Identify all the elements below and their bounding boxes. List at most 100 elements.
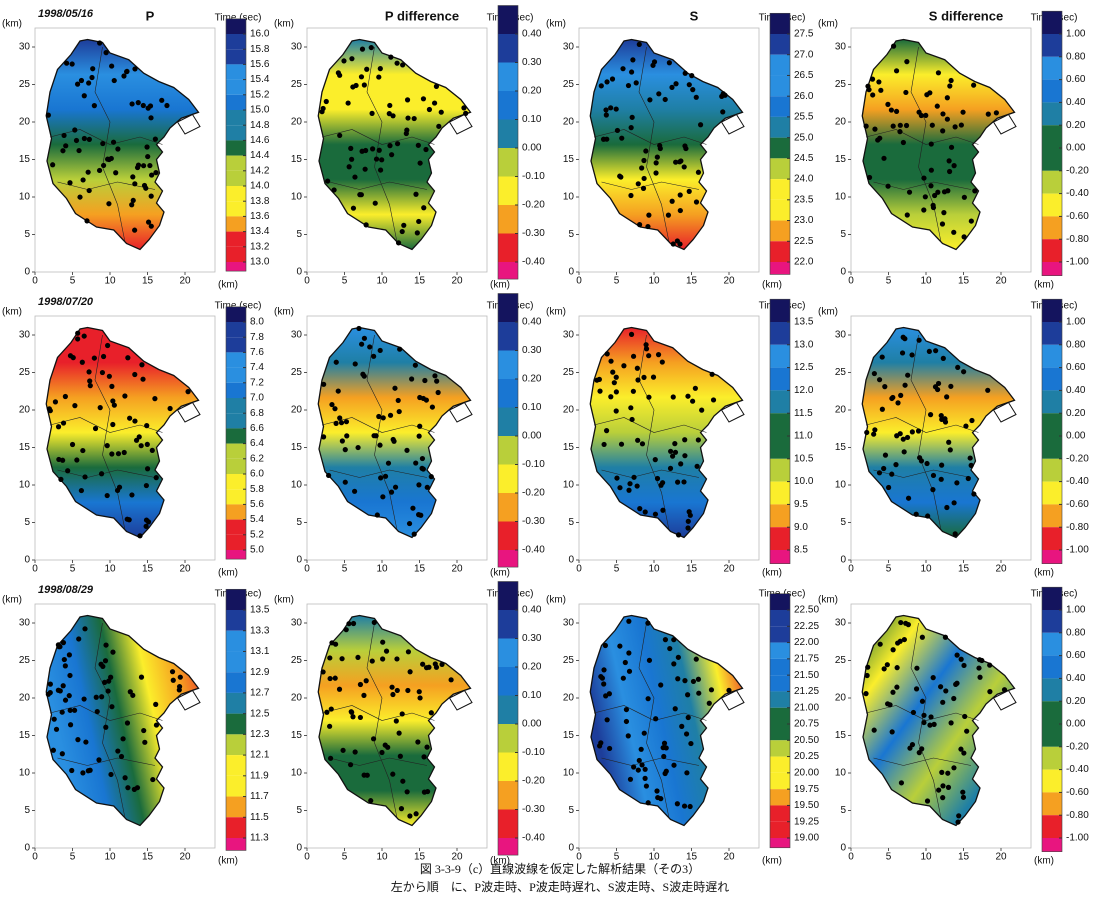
station [396,408,402,415]
station [394,141,401,147]
y-tick-label: 15 [291,442,303,453]
y-tick-label: 25 [835,655,847,666]
station [377,167,384,173]
station [670,241,676,247]
colorbar-band [498,176,518,205]
station [376,74,382,80]
station [395,397,401,404]
station [951,500,957,506]
station [417,394,423,401]
colorbar-band [770,675,790,692]
colorbar-tick-label: 0.20 [1066,408,1086,419]
station [921,207,927,213]
x-axis-unit: (km) [1034,280,1054,291]
colorbar-tick-label: 0.00 [522,431,542,442]
station [928,183,934,189]
station [64,60,70,66]
station [932,384,939,390]
colorbar-tick-label: 6.4 [250,438,264,449]
station [965,475,971,482]
colorbar-tick-label: 0.00 [1066,431,1086,442]
station [380,639,386,645]
station [890,647,896,653]
colorbar-band [226,692,246,714]
station [132,181,138,187]
station [323,98,329,105]
y-tick-label: 25 [563,655,575,666]
station [902,382,908,388]
colorbar-band [770,527,790,550]
station [628,331,635,337]
station [682,70,688,76]
y-tick-label: 15 [835,442,847,453]
colorbar-band [770,75,790,97]
station [91,103,97,109]
station [73,137,80,144]
station [917,455,923,461]
x-tick-label: 10 [648,276,660,287]
station [617,485,623,491]
station [320,105,326,112]
colorbar-band [770,707,790,724]
station [635,437,641,443]
station [634,483,640,489]
caption-line: 図 3-3-9（c）直線波線を仮定した解析結果（その3） [420,861,700,876]
colorbar-tick-label: 0.80 [1066,51,1086,62]
x-tick-label: 10 [376,564,388,575]
station [329,401,335,408]
colorbar-band [498,724,518,753]
station [655,794,661,801]
colorbar-band [226,18,246,34]
station [358,74,365,80]
station [57,644,63,650]
station [930,487,936,493]
axes-frame [34,315,216,561]
port-symbol [176,401,201,423]
station [897,122,903,128]
colorbar-tick-label: 12.5 [794,362,814,373]
colorbar-band [1042,632,1062,656]
colorbar-band [498,407,518,436]
station [325,178,331,184]
axes-frame [850,27,1032,273]
station [74,81,81,87]
station [904,212,910,218]
station [620,675,626,681]
station [416,218,422,225]
station [903,620,909,626]
station [692,385,698,391]
station [81,135,87,142]
station [419,455,426,462]
colorbar-band [226,262,246,272]
x-tick-label: 5 [342,276,348,287]
district-border [329,181,428,190]
station [61,132,67,139]
y-tick-label: 30 [835,618,847,629]
station [606,691,612,697]
x-tick-label: 15 [142,276,154,287]
x-tick-label: 0 [848,852,854,863]
station [944,394,950,400]
station [138,674,145,680]
station [405,115,411,121]
colorbar-band [226,110,246,126]
colorbar-tick-label: -0.80 [1066,522,1089,533]
colorbar-tick-label: 24.0 [794,174,814,185]
station [909,352,915,358]
station [877,135,883,141]
colorbar-frame [225,588,247,851]
colorbar-band [770,436,790,459]
y-tick-label: 0 [840,555,846,566]
station [625,733,631,739]
station [879,354,885,360]
station [879,406,885,412]
y-tick-label: 0 [24,555,30,566]
station [50,162,56,168]
station [954,480,960,486]
station [952,124,958,130]
station [597,743,603,749]
station [935,70,942,76]
y-tick-label: 20 [19,693,31,704]
